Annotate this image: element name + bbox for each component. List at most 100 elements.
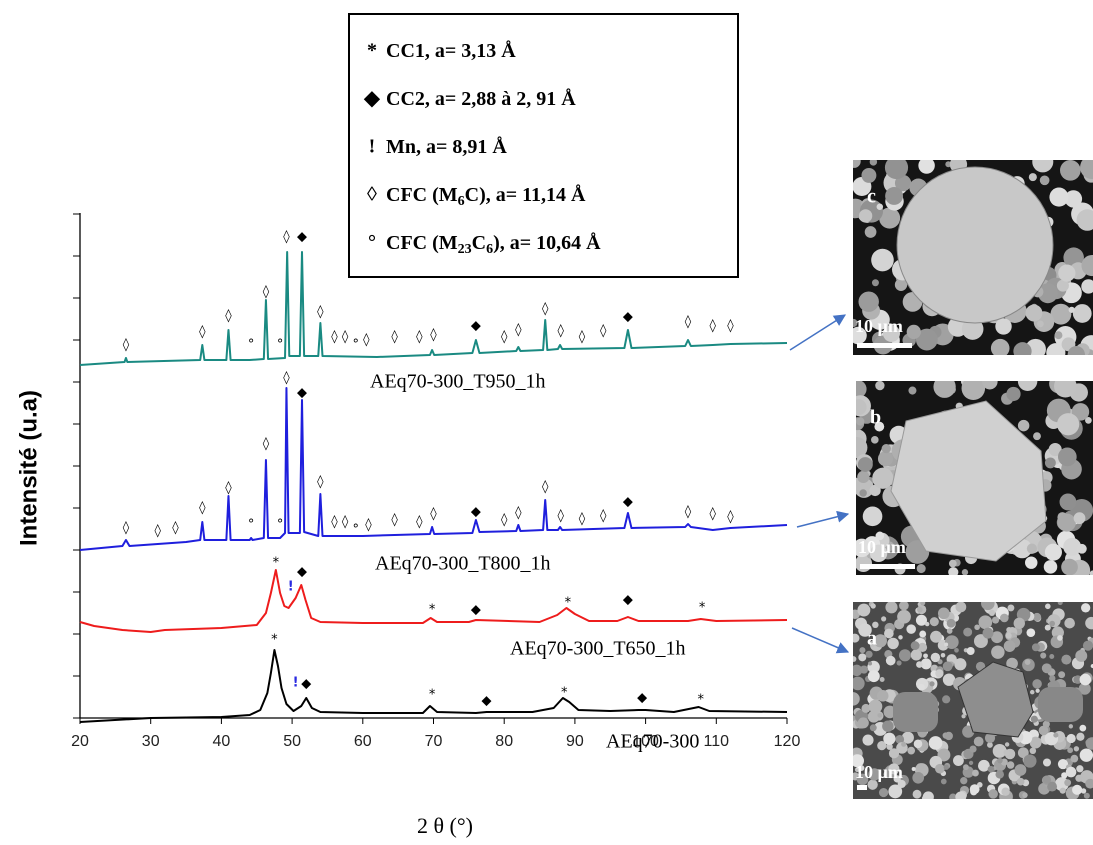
peak-marker: ◊ — [727, 319, 734, 334]
particle — [1049, 654, 1055, 659]
particle — [1054, 331, 1063, 340]
particle — [901, 731, 914, 744]
particle — [1042, 758, 1052, 767]
particle — [944, 642, 949, 647]
particle — [917, 642, 928, 653]
particle — [948, 567, 959, 575]
particle — [869, 484, 881, 497]
particle — [1073, 675, 1083, 684]
peak-marker: ◊ — [283, 230, 290, 245]
particle — [955, 602, 967, 613]
particle — [1044, 543, 1062, 561]
xrd-pattern — [79, 569, 788, 633]
particle — [861, 167, 877, 183]
x-tick-label: 80 — [495, 733, 513, 750]
xrd-pattern — [79, 387, 788, 551]
peak-marker: ◊ — [342, 330, 349, 345]
particle — [1016, 777, 1025, 786]
particle — [888, 784, 903, 799]
peak-marker: ◊ — [391, 513, 398, 528]
particle — [1017, 419, 1030, 432]
particle — [1064, 779, 1072, 787]
particle — [857, 603, 871, 617]
particle — [1080, 160, 1093, 180]
peak-marker: ◊ — [579, 330, 586, 345]
peak-marker: ° — [277, 338, 284, 353]
particle — [919, 630, 927, 638]
particle — [1076, 732, 1085, 741]
particle — [872, 467, 894, 489]
particle — [922, 791, 934, 799]
particle — [901, 741, 907, 747]
peak-marker: ◊ — [727, 510, 734, 525]
particle — [877, 712, 883, 718]
particle — [1056, 279, 1069, 292]
particle — [856, 381, 867, 399]
particle — [1045, 603, 1051, 610]
particle — [884, 628, 894, 639]
particle — [942, 661, 953, 672]
scale-bar — [860, 564, 915, 569]
particle — [853, 326, 867, 345]
legend-text: Mn, a= 8,91 Å — [386, 135, 507, 158]
particle — [1024, 659, 1031, 665]
particle — [1090, 664, 1093, 669]
particle — [991, 645, 1005, 659]
particle — [1001, 787, 1010, 796]
particle — [973, 736, 984, 747]
particle — [918, 683, 925, 691]
arrow — [796, 510, 850, 528]
particle — [987, 765, 995, 773]
particle — [897, 779, 906, 789]
particle — [869, 724, 877, 732]
peak-marker: ◊ — [515, 506, 522, 521]
peak-marker: ◊ — [123, 521, 130, 536]
particle — [984, 732, 996, 744]
particle — [974, 624, 980, 631]
particle — [1081, 279, 1093, 294]
particle — [885, 655, 896, 666]
particle — [953, 755, 964, 766]
arrow — [789, 314, 847, 351]
particle — [963, 764, 969, 771]
particle — [1065, 766, 1077, 778]
particle — [869, 544, 888, 563]
particle — [970, 788, 978, 796]
particle — [1071, 403, 1090, 421]
particle — [1029, 736, 1042, 749]
particle — [854, 767, 860, 773]
large-particle — [893, 692, 938, 732]
peak-marker: ◊ — [710, 507, 717, 522]
particle — [1030, 715, 1038, 723]
particle — [896, 660, 902, 666]
particle — [1058, 671, 1066, 679]
particle — [930, 630, 943, 643]
particle — [1044, 624, 1051, 631]
particle — [1085, 737, 1093, 750]
particle — [868, 768, 881, 781]
scale-bar — [857, 343, 912, 348]
peak-marker: ◊ — [331, 330, 338, 345]
particle — [1006, 627, 1012, 633]
particle — [948, 559, 957, 568]
peak-marker: * — [429, 603, 436, 618]
particle — [916, 564, 926, 574]
particle — [1026, 628, 1036, 638]
legend-box — [348, 13, 739, 278]
legend-symbol: ◆ — [363, 88, 380, 110]
particle — [853, 160, 861, 168]
particle — [915, 614, 927, 626]
particle — [1079, 673, 1092, 686]
peak-marker: ◊ — [123, 338, 130, 353]
particle — [853, 318, 858, 328]
particle — [928, 736, 943, 750]
particle — [867, 779, 878, 790]
peak-marker: ◊ — [558, 324, 565, 339]
legend-subscript: 23 — [458, 242, 472, 257]
large-particle — [1038, 687, 1083, 722]
particle — [995, 318, 1012, 335]
particle — [884, 160, 909, 180]
particle — [885, 602, 898, 614]
peak-marker: * — [699, 601, 706, 616]
particle — [910, 649, 922, 661]
